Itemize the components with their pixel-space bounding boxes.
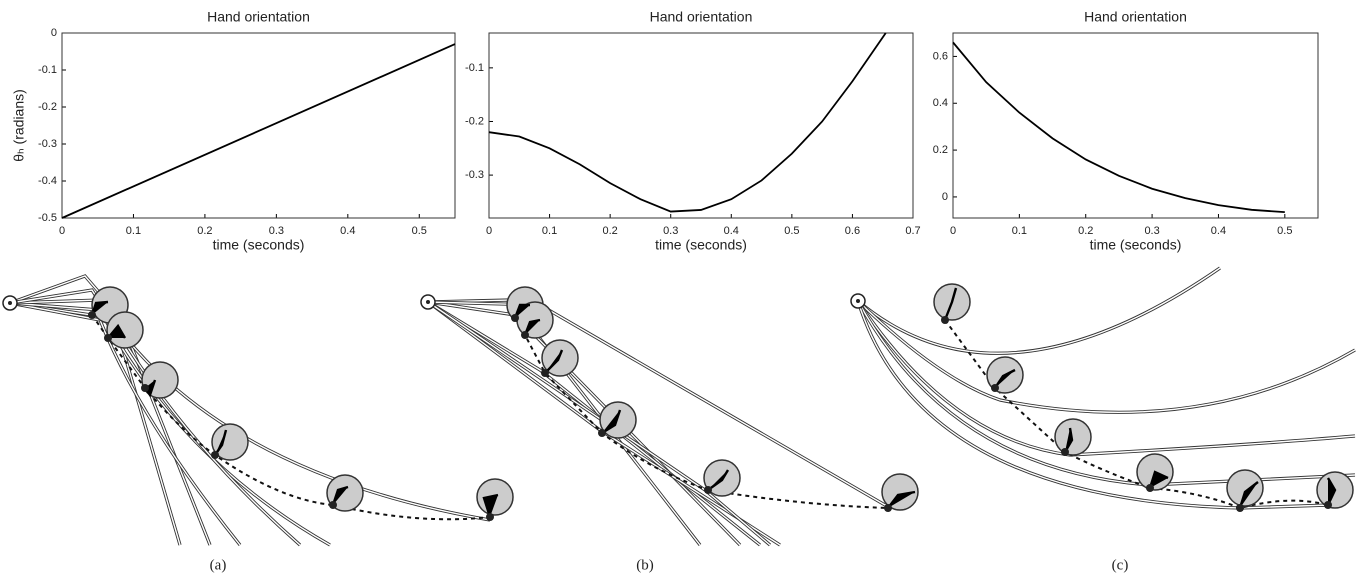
line [952, 41, 1285, 214]
line [61, 43, 456, 219]
plot-frame [61, 32, 456, 219]
y-axis-label: θₕ (radians) [11, 89, 27, 162]
x-tick-label: 0.3 [1144, 225, 1159, 237]
y-tick-label: 0.4 [933, 97, 948, 109]
x-tick-label: 0.6 [845, 225, 860, 237]
y-tick-label: 0 [942, 191, 948, 203]
chart-title: Hand orientation [1084, 9, 1187, 25]
y-tick-label: -0.2 [38, 101, 57, 113]
x-tick-label: 0.5 [412, 225, 427, 237]
y-tick-label: 0 [51, 27, 57, 39]
x-tick-label: 0.4 [724, 225, 739, 237]
caption: (b) [636, 557, 654, 573]
caption: (c) [1112, 557, 1129, 573]
y-tick-label: -0.2 [465, 115, 484, 127]
x-tick-label: 0.4 [1211, 225, 1226, 237]
x-tick-label: 0.5 [784, 225, 799, 237]
x-tick-label: 0 [59, 225, 65, 237]
y-tick-label: 0.6 [933, 50, 948, 62]
y-tick-label: -0.4 [38, 175, 57, 187]
x-tick-label: 0.7 [905, 225, 920, 237]
line [488, 32, 887, 213]
diagram-b [420, 286, 919, 547]
x-tick-label: 0.3 [269, 225, 284, 237]
x-tick-label: 0.5 [1277, 225, 1292, 237]
x-axis-label: time (seconds) [1090, 237, 1182, 253]
y-tick-label: -0.1 [38, 64, 57, 76]
x-tick-label: 0.2 [197, 225, 212, 237]
trajectory [91, 314, 491, 521]
x-tick-label: 0.1 [542, 225, 557, 237]
x-tick-label: 0.2 [1078, 225, 1093, 237]
y-tick-label: 0.2 [933, 144, 948, 156]
chart-title: Hand orientation [650, 9, 753, 25]
diagram-a [2, 274, 514, 547]
hands [933, 283, 1354, 512]
chart: Hand orientation time (seconds) 0 0.1 0.2 0.3… [465, 9, 921, 253]
hands [88, 286, 514, 521]
x-tick-label: 0.1 [126, 225, 141, 237]
plot-frame [952, 32, 1319, 219]
x-axis-label: time (seconds) [655, 237, 747, 253]
y-tick-label: -0.3 [38, 138, 57, 150]
x-tick-label: 0.2 [602, 225, 617, 237]
chart-title: Hand orientation [207, 9, 310, 25]
x-tick-label: 0.1 [1012, 225, 1027, 237]
hands [506, 286, 919, 512]
x-tick-label: 0 [486, 225, 492, 237]
diagram-c [850, 266, 1356, 512]
pivot-dot [8, 301, 12, 305]
y-tick-label: -0.1 [465, 62, 484, 74]
chart: Hand orientation time (seconds) 0 0.1 0.2 0.3… [933, 9, 1319, 253]
x-tick-label: 0.3 [663, 225, 678, 237]
chart: Hand orientation time (seconds) θₕ (radian… [11, 9, 456, 253]
x-tick-label: 0.4 [340, 225, 355, 237]
plot-frame [488, 32, 914, 219]
x-tick-label: 0 [950, 225, 956, 237]
y-tick-label: -0.3 [465, 169, 484, 181]
arms [9, 274, 491, 547]
y-tick-label: -0.5 [38, 212, 57, 224]
x-axis-label: time (seconds) [213, 237, 305, 253]
caption: (a) [210, 557, 227, 573]
